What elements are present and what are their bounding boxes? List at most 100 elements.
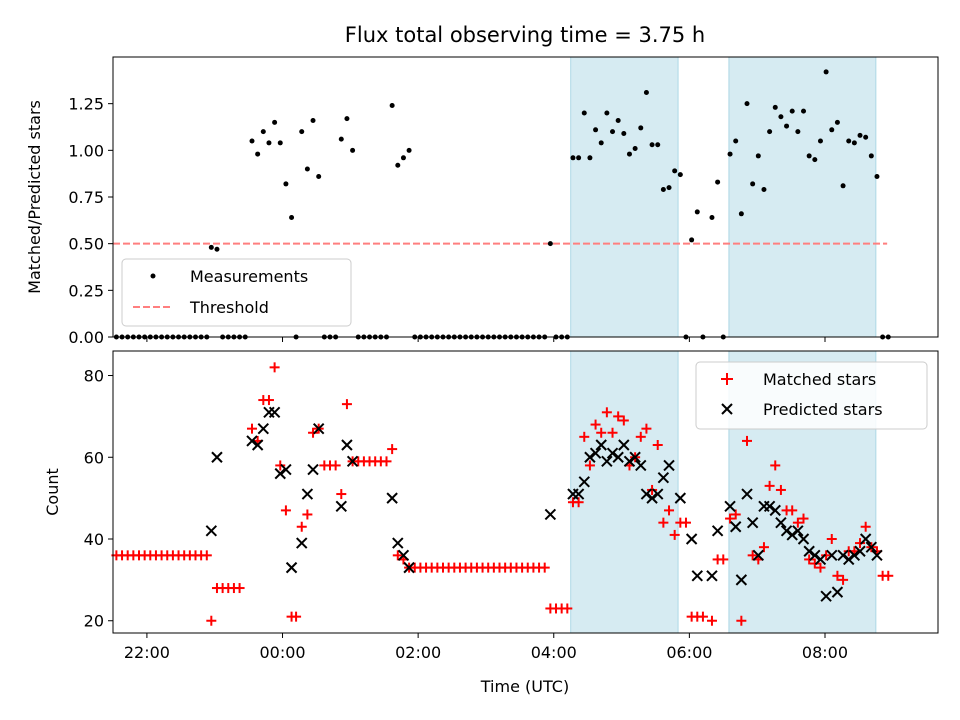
x-tick-label: 04:00 <box>531 643 577 662</box>
matched-star-point <box>206 615 217 626</box>
measurement-point <box>626 151 632 157</box>
predicted-star-point <box>312 422 325 435</box>
bottom-y-axis-label: Count <box>43 468 62 516</box>
matched-star-point <box>280 505 291 516</box>
measurement-point <box>547 241 553 247</box>
predicted-star-point <box>735 574 748 586</box>
matched-star-point <box>234 583 245 594</box>
matched-star-point <box>664 505 675 516</box>
matched-star-point <box>730 509 741 520</box>
predicted-star-point <box>769 504 781 517</box>
predicted-star-point <box>623 455 636 468</box>
predicted-star-point <box>685 533 698 545</box>
predicted-star-point <box>346 455 359 468</box>
predicted-star-point <box>341 439 353 451</box>
measurement-point <box>604 110 610 116</box>
measurement-point <box>660 187 666 193</box>
measurement-point <box>638 125 644 131</box>
predicted-star-point <box>711 525 724 537</box>
measurement-point <box>389 103 395 109</box>
matched-star-point <box>832 570 843 581</box>
measurement-point <box>874 173 880 179</box>
matched-star-point <box>601 407 612 418</box>
matched-star-point <box>387 444 398 455</box>
predicted-star-point <box>544 508 557 521</box>
predicted-star-point <box>814 553 827 566</box>
matched-star-point <box>725 513 736 524</box>
measurement-point <box>778 114 784 120</box>
x-axis-label: Time (UTC) <box>480 677 569 696</box>
predicted-star-point <box>606 447 619 459</box>
measurement-point <box>289 215 295 221</box>
measurement-point <box>576 155 582 161</box>
predicted-star-point <box>584 451 596 463</box>
predicted-star-point <box>826 549 838 562</box>
matched-star-point <box>269 362 280 373</box>
measurement-point <box>846 138 852 144</box>
predicted-star-point <box>652 488 664 500</box>
top-legend-box <box>121 258 352 327</box>
measurement-point <box>677 172 683 178</box>
predicted-star-point <box>780 525 793 537</box>
predicted-star-point <box>335 500 347 513</box>
matched-star-point <box>302 509 313 520</box>
matched-star-point <box>770 460 781 471</box>
matched-star-point <box>855 538 866 549</box>
measurement-point <box>266 140 272 146</box>
measurement-point <box>795 129 801 135</box>
legend-predicted-label: Predicted stars <box>763 400 883 419</box>
observing-window-1 <box>570 56 679 338</box>
predicted-star-point <box>397 549 410 562</box>
top-y-tick-label: 0.50 <box>68 235 104 254</box>
matched-star-point <box>706 615 717 626</box>
predicted-star-point <box>635 459 647 472</box>
matched-star-point <box>590 419 601 430</box>
top-y-tick-label: 1.25 <box>68 95 104 114</box>
measurement-point <box>772 104 778 110</box>
measurement-point <box>709 215 715 221</box>
matched-star-point <box>392 550 403 561</box>
matched-star-point <box>607 427 618 438</box>
measurement-point <box>672 168 678 174</box>
top-y-tick-label: 0.75 <box>68 188 104 207</box>
matched-star-point <box>792 517 803 528</box>
bottom-y-tick-label: 80 <box>84 367 104 386</box>
predicted-star-point <box>589 447 602 459</box>
measurement-point <box>727 151 733 157</box>
predicted-star-point <box>578 476 590 488</box>
measurement-point <box>272 119 278 125</box>
matched-star-point <box>635 431 646 442</box>
predicted-star-point <box>854 545 866 557</box>
matched-star-point <box>247 423 258 434</box>
matched-star-point <box>296 521 307 532</box>
predicted-star-point <box>251 439 264 451</box>
top-panel: 0.00 0.25 0.50 0.75 1.00 1.25 Flux total obse… <box>25 23 939 347</box>
measurement-point <box>406 147 412 153</box>
measurement-point <box>750 181 756 187</box>
measurement-point <box>789 108 795 114</box>
matched-star-point <box>647 484 658 495</box>
matched-star-point <box>613 411 624 422</box>
predicted-star-point <box>843 553 855 566</box>
x-tick-label: 08:00 <box>802 643 848 662</box>
predicted-star-point <box>786 529 798 541</box>
measurement-point <box>806 153 812 159</box>
matched-star-point <box>308 427 319 438</box>
measurement-point <box>643 89 649 95</box>
predicted-star-point <box>629 451 641 463</box>
bottom-panel: 22:00 00:00 02:00 04:00 06:00 08:00 20 40 60 80 T… <box>43 350 939 696</box>
predicted-star-point <box>797 533 810 545</box>
measurement-point <box>738 211 744 217</box>
matched-star-point <box>826 534 837 544</box>
measurement-point <box>632 145 638 151</box>
matched-star-point <box>641 423 652 434</box>
measurement-point <box>344 116 350 122</box>
matched-star-point <box>341 399 352 410</box>
matched-star-point <box>539 562 550 573</box>
predicted-star-point <box>572 488 585 500</box>
measurement-point <box>214 246 220 252</box>
predicted-star-point <box>205 525 218 537</box>
matched-star-point <box>330 460 341 471</box>
bottom-legend-box <box>695 361 928 430</box>
predicted-star-point <box>392 537 404 549</box>
